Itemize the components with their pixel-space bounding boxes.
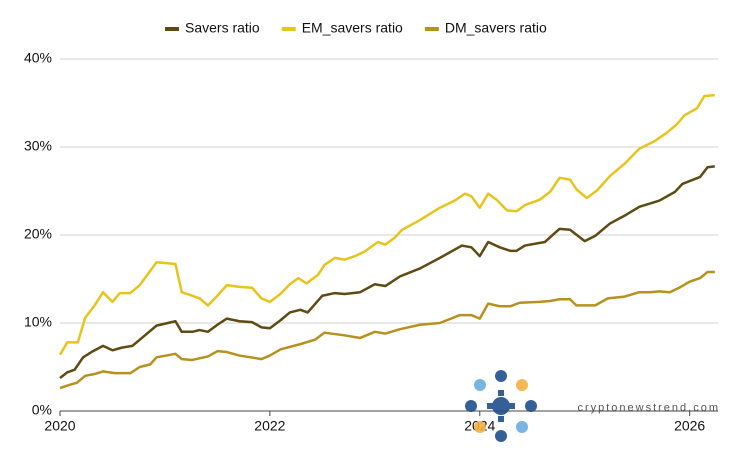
legend: Savers ratio EM_savers ratio DM_savers rat… bbox=[165, 20, 547, 36]
watermark-text: cryptonewstrend.com bbox=[577, 402, 720, 414]
grid bbox=[59, 58, 718, 416]
legend-label: Savers ratio bbox=[185, 20, 260, 36]
watermark-logo bbox=[465, 370, 537, 442]
y-tick-label: 20% bbox=[24, 226, 52, 242]
series-line bbox=[58, 93, 715, 356]
y-tick-label: 10% bbox=[24, 314, 52, 330]
y-tick-label: 0% bbox=[32, 402, 52, 418]
legend-label: DM_savers ratio bbox=[445, 20, 547, 36]
lines bbox=[58, 93, 715, 390]
series-line bbox=[59, 270, 715, 390]
labels: 0%10%20%30%40%2020202220242026 bbox=[24, 50, 705, 434]
y-tick-label: 40% bbox=[24, 50, 52, 66]
y-tick-label: 30% bbox=[24, 138, 52, 154]
series-line bbox=[59, 165, 715, 379]
x-tick-label: 2020 bbox=[44, 418, 75, 434]
x-tick-label: 2022 bbox=[254, 418, 285, 434]
x-tick-label: 2026 bbox=[674, 418, 705, 434]
legend-label: EM_savers ratio bbox=[302, 20, 403, 36]
